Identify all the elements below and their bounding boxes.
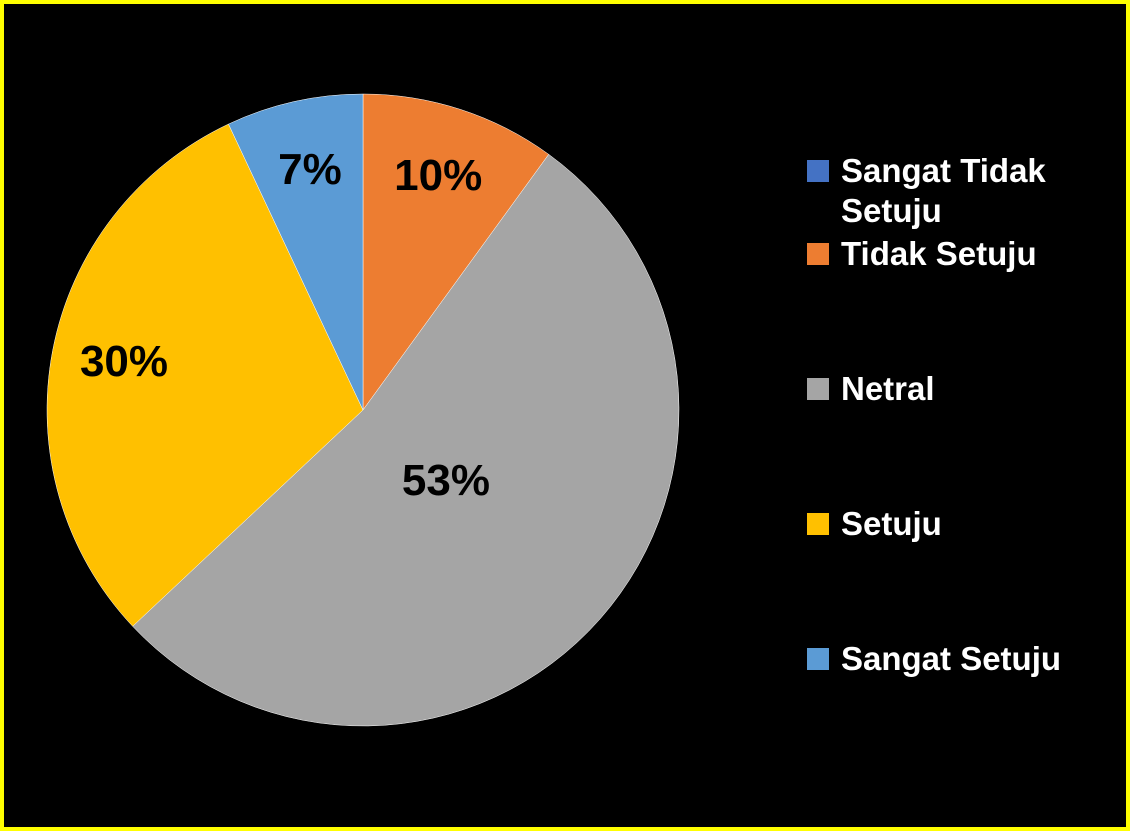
data-label: 30% — [80, 337, 168, 386]
legend-swatch — [807, 160, 829, 182]
legend-label: Sangat Tidak Setuju — [841, 152, 1046, 229]
pie-area: 10% 53% 30% 7% — [46, 93, 680, 727]
data-label: 53% — [402, 456, 490, 505]
legend-label: Sangat Setuju — [841, 640, 1062, 677]
legend-entry: Sangat Tidak Setuju — [807, 151, 1107, 231]
pie-slice — [132, 154, 680, 727]
legend-label: Setuju — [841, 505, 942, 542]
legend-label: Tidak Setuju — [841, 235, 1037, 272]
legend-label: Netral — [841, 370, 935, 407]
legend-entry: Tidak Setuju — [807, 234, 1107, 274]
pie-slice — [46, 123, 364, 627]
legend-entry: Setuju — [807, 504, 1107, 544]
legend-swatch — [807, 378, 829, 400]
legend-swatch — [807, 648, 829, 670]
legend-swatch — [807, 513, 829, 535]
data-label: 10% — [394, 151, 482, 200]
pie-slice — [362, 93, 550, 411]
legend-entry: Sangat Setuju — [807, 639, 1107, 679]
pie-slice — [228, 93, 364, 411]
legend-swatch — [807, 243, 829, 265]
data-label: 7% — [278, 145, 342, 194]
legend-entry: Netral — [807, 369, 1107, 409]
